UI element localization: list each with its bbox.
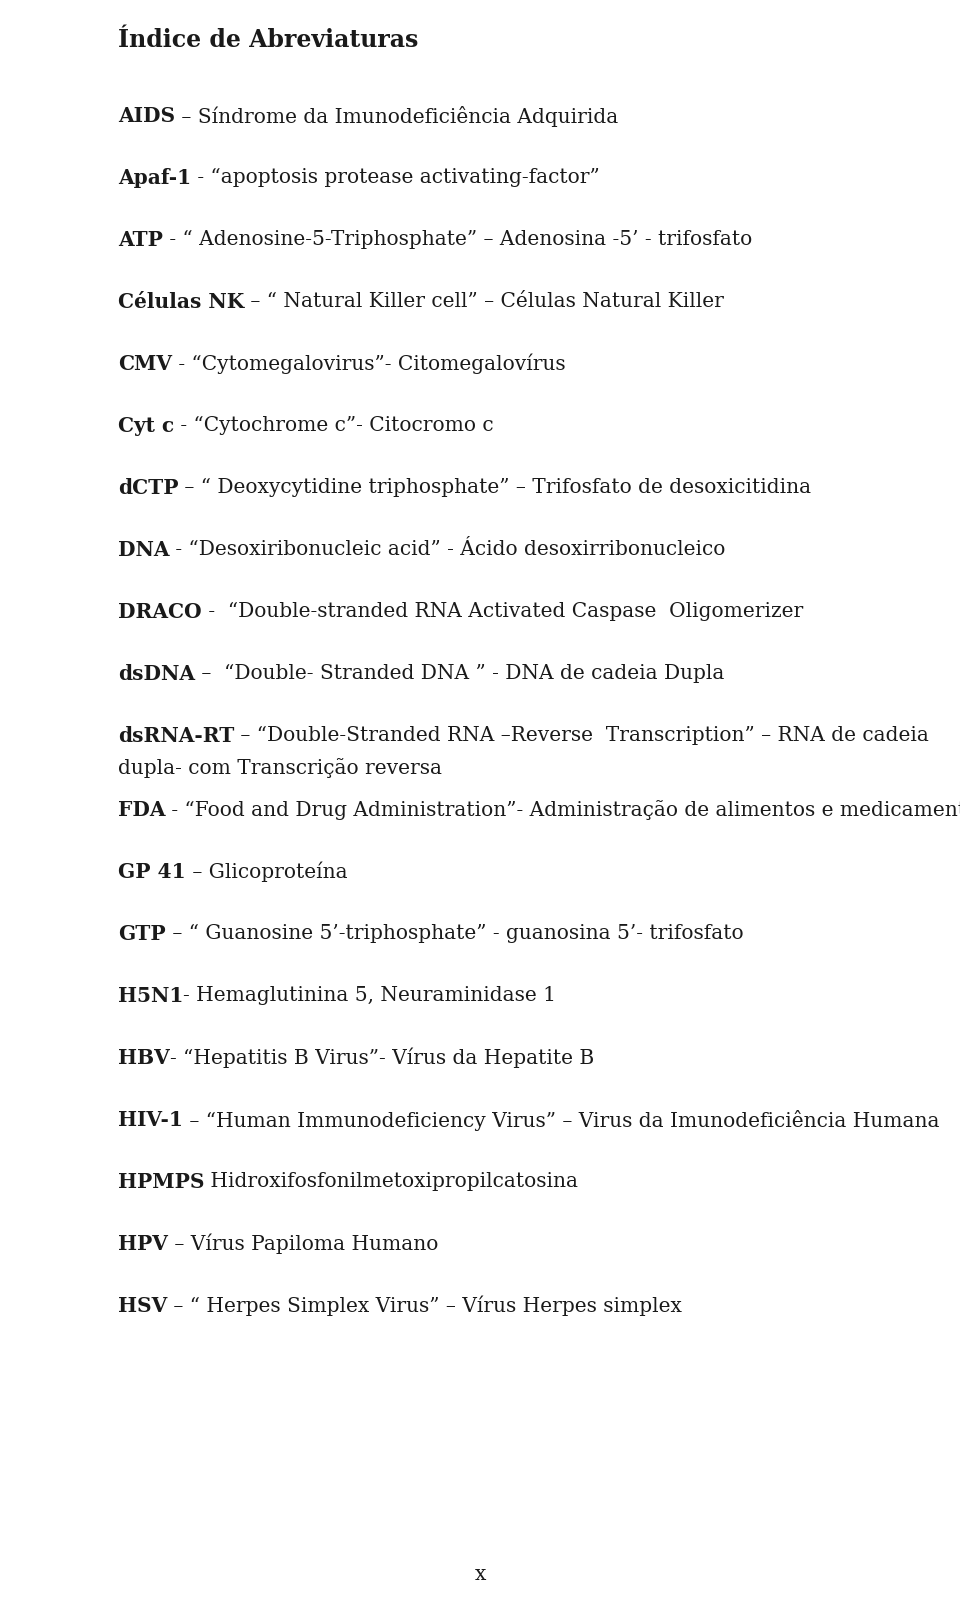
Text: – “ Natural Killer cell” – Células Natural Killer: – “ Natural Killer cell” – Células Natur… [244,292,724,311]
Text: HBV: HBV [118,1048,170,1067]
Text: - “Hepatitis B Virus”- Vírus da Hepatite B: - “Hepatitis B Virus”- Vírus da Hepatite… [170,1048,594,1069]
Text: - Hemaglutinina 5, Neuraminidase 1: - Hemaglutinina 5, Neuraminidase 1 [183,986,557,1006]
Text: – “ Guanosine 5’-triphosphate” - guanosina 5’- trifosfato: – “ Guanosine 5’-triphosphate” - guanosi… [166,925,743,942]
Text: ATP: ATP [118,230,163,250]
Text: – “ Herpes Simplex Virus” – Vírus Herpes simplex: – “ Herpes Simplex Virus” – Vírus Herpes… [167,1296,683,1317]
Text: -  “Double-stranded RNA Activated Caspase  Oligomerizer: - “Double-stranded RNA Activated Caspase… [202,602,803,621]
Text: Cyt c: Cyt c [118,415,174,436]
Text: Apaf-1: Apaf-1 [118,169,191,188]
Text: HIV-1: HIV-1 [118,1109,182,1131]
Text: DNA: DNA [118,540,170,560]
Text: - “Food and Drug Administration”- Administração de alimentos e medicamentos: - “Food and Drug Administration”- Admini… [165,800,960,821]
Text: x: x [474,1565,486,1585]
Text: – “ Deoxycytidine triphosphate” – Trifosfato de desoxicitidina: – “ Deoxycytidine triphosphate” – Trifos… [179,478,811,496]
Text: - “apoptosis protease activating-factor”: - “apoptosis protease activating-factor” [191,169,600,187]
Text: DRACO: DRACO [118,602,202,621]
Text: - “Desoxiribonucleic acid” - Ácido desoxirribonucleico: - “Desoxiribonucleic acid” - Ácido desox… [170,540,726,560]
Text: - “ Adenosine-5-Triphosphate” – Adenosina -5’ - trifosfato: - “ Adenosine-5-Triphosphate” – Adenosin… [163,230,752,250]
Text: - “Cytomegalovirus”- Citomegalovírus: - “Cytomegalovirus”- Citomegalovírus [172,354,565,375]
Text: Hidroxifosfonilmetoxipropilcatosina: Hidroxifosfonilmetoxipropilcatosina [204,1173,579,1191]
Text: – Síndrome da Imunodeficiência Adquirida: – Síndrome da Imunodeficiência Adquirida [175,105,618,127]
Text: HSV: HSV [118,1296,167,1315]
Text: FDA: FDA [118,800,165,821]
Text: - “Cytochrome c”- Citocromo c: - “Cytochrome c”- Citocromo c [174,415,493,435]
Text: dCTP: dCTP [118,478,179,498]
Text: HPV: HPV [118,1234,168,1254]
Text: dsRNA-RT: dsRNA-RT [118,727,234,746]
Text: – Vírus Papiloma Humano: – Vírus Papiloma Humano [168,1234,439,1254]
Text: dsDNA: dsDNA [118,663,195,684]
Text: GTP: GTP [118,925,166,944]
Text: Células NK: Células NK [118,292,244,311]
Text: HPMPS: HPMPS [118,1173,204,1192]
Text: – “Human Immunodeficiency Virus” – Virus da Imunodeficiência Humana: – “Human Immunodeficiency Virus” – Virus… [182,1109,940,1131]
Text: CMV: CMV [118,354,172,375]
Text: – “Double-Stranded RNA –Reverse  Transcription” – RNA de cadeia: – “Double-Stranded RNA –Reverse Transcri… [234,727,929,744]
Text: AIDS: AIDS [118,105,175,127]
Text: GP 41: GP 41 [118,861,185,882]
Text: dupla- com Transcrição reversa: dupla- com Transcrição reversa [118,757,442,779]
Text: H5N1: H5N1 [118,986,183,1006]
Text: – Glicoproteína: – Glicoproteína [185,861,348,882]
Text: Índice de Abreviaturas: Índice de Abreviaturas [118,28,419,52]
Text: –  “Double- Stranded DNA ” - DNA de cadeia Dupla: – “Double- Stranded DNA ” - DNA de cadei… [195,663,725,683]
